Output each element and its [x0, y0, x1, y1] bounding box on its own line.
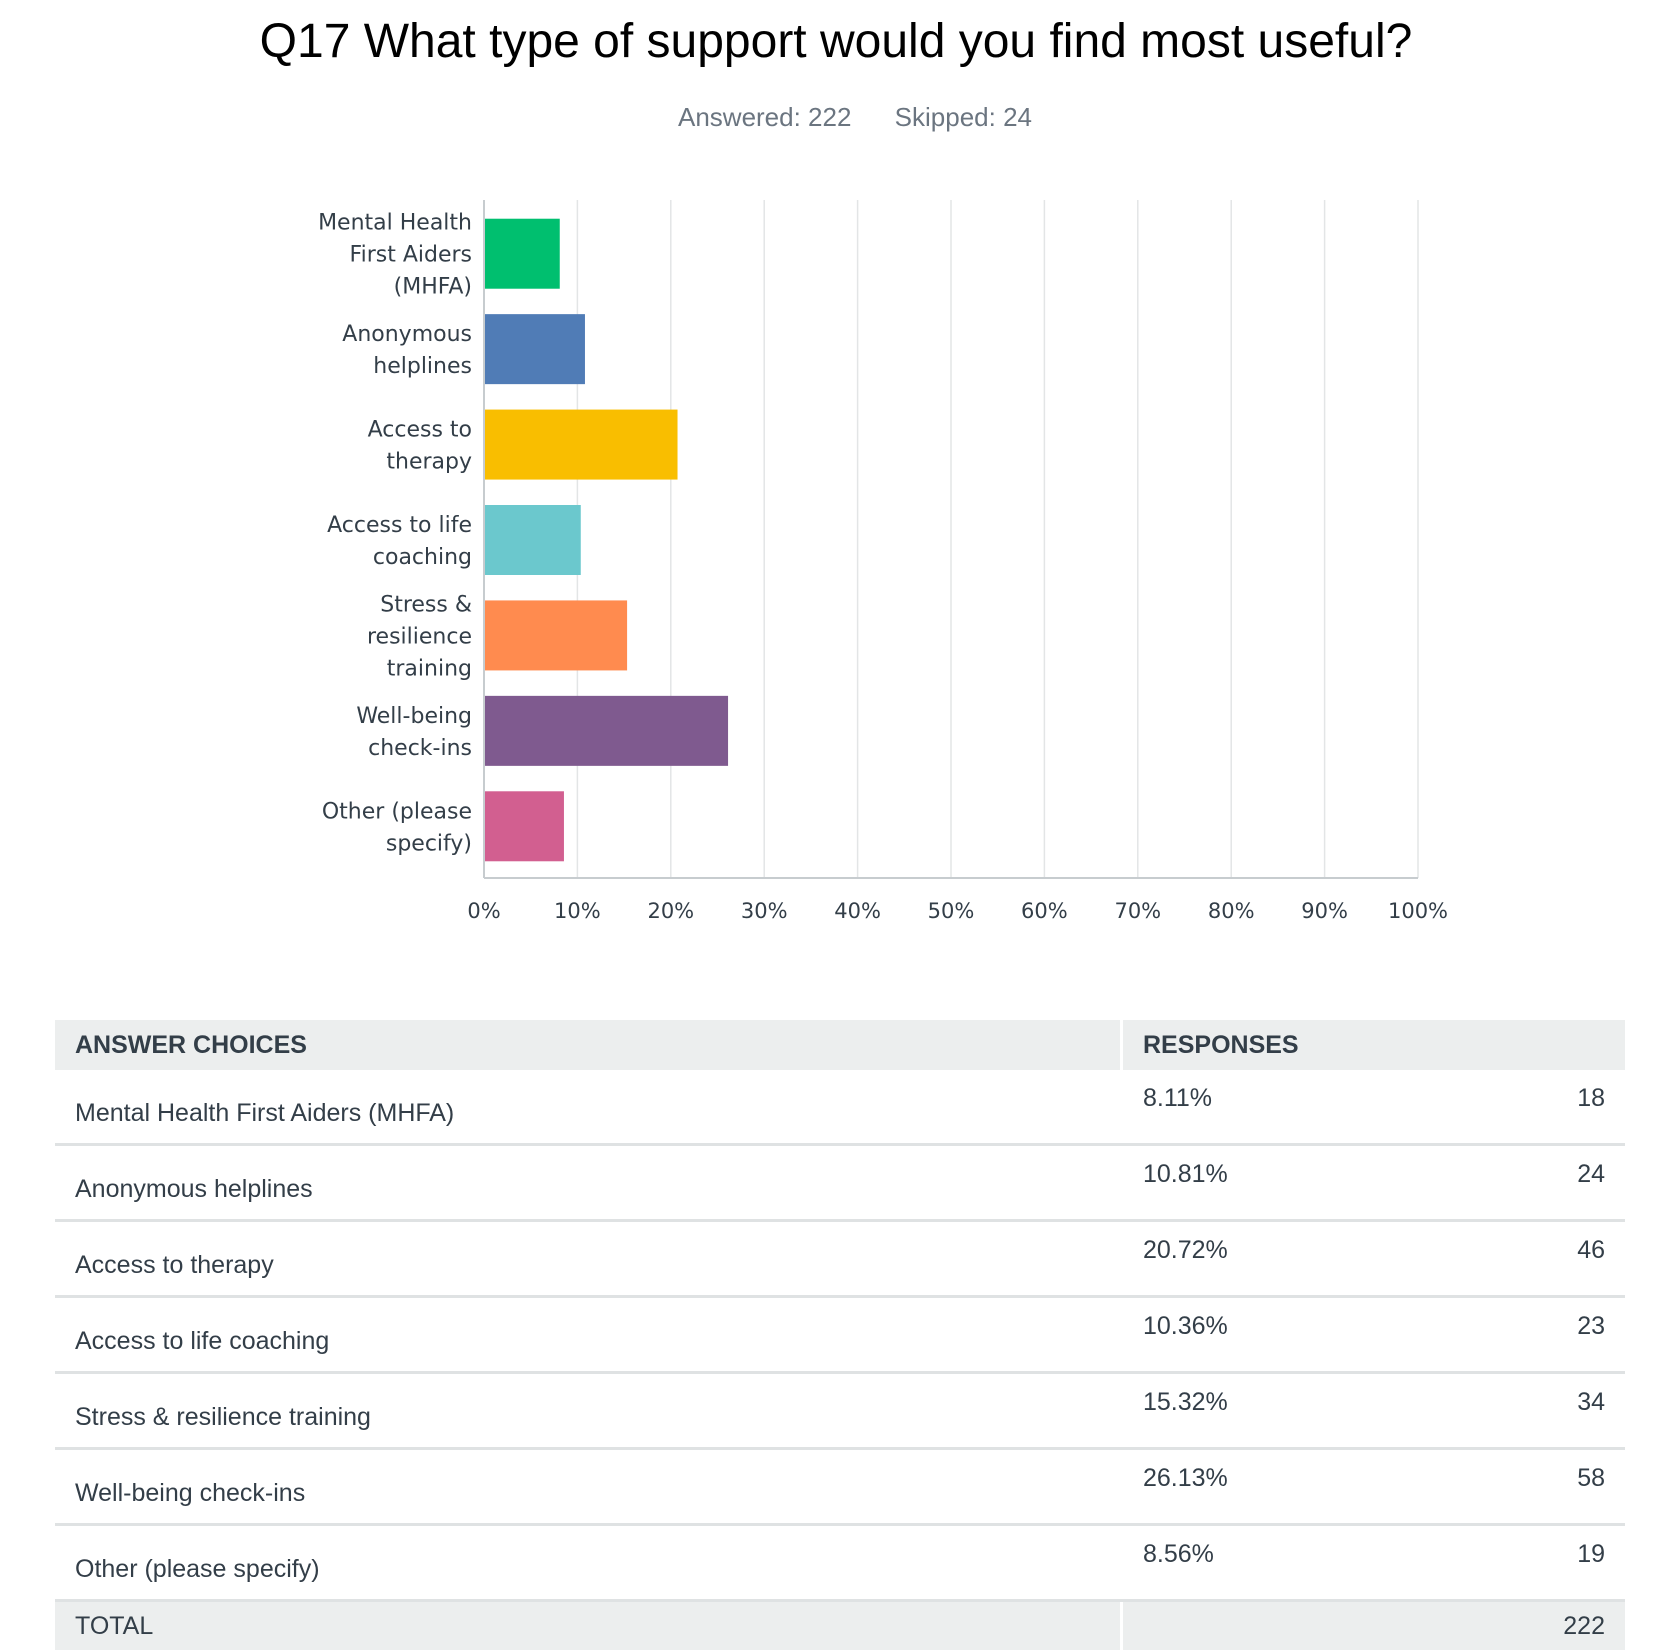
category-label-line: (MHFA): [394, 275, 472, 300]
bar: [485, 791, 564, 861]
category-label: Access to life coaching: [327, 513, 472, 570]
category-label: Anonymous helplines: [342, 322, 472, 379]
category-label-line: Other (please: [322, 799, 472, 824]
x-tick-label: 60%: [1021, 899, 1068, 923]
category-label-line: helplines: [373, 354, 472, 379]
category-label-line: Mental Health: [318, 211, 472, 236]
response-percent-cell: 10.36%: [1122, 1297, 1428, 1373]
total-count: 222: [1427, 1601, 1625, 1650]
response-count-cell: 18: [1427, 1070, 1625, 1145]
response-percent-cell: 20.72%: [1122, 1221, 1428, 1297]
category-label-line: Access to life: [327, 513, 472, 538]
answer-choice-cell: Access to therapy: [55, 1221, 1122, 1297]
response-count-cell: 34: [1427, 1373, 1625, 1449]
results-table: ANSWER CHOICES RESPONSES Mental Health F…: [55, 1020, 1625, 1650]
response-percent-cell: 8.56%: [1122, 1525, 1428, 1601]
table-header-row: ANSWER CHOICES RESPONSES: [55, 1020, 1625, 1070]
response-count-cell: 23: [1427, 1297, 1625, 1373]
x-tick-label: 20%: [647, 899, 694, 923]
category-label-line: Well-being: [356, 704, 472, 729]
answer-choice-cell: Mental Health First Aiders (MHFA): [55, 1070, 1122, 1145]
category-label-line: check-ins: [368, 736, 472, 761]
x-tick-label: 90%: [1301, 899, 1348, 923]
bar: [485, 696, 728, 766]
x-tick-label: 40%: [834, 899, 881, 923]
table-row: Other (please specify)8.56%19: [55, 1525, 1625, 1601]
answered-count: Answered: 222: [678, 102, 851, 133]
question-title: Q17 What type of support would you find …: [0, 14, 1672, 69]
response-count-cell: 19: [1427, 1525, 1625, 1601]
response-percent-cell: 15.32%: [1122, 1373, 1428, 1449]
response-summary: Answered: 222 Skipped: 24: [0, 102, 1672, 133]
x-tick-label: 70%: [1114, 899, 1161, 923]
response-count-cell: 58: [1427, 1449, 1625, 1525]
answer-choices-header: ANSWER CHOICES: [55, 1020, 1122, 1070]
response-count-cell: 24: [1427, 1145, 1625, 1221]
skipped-count: Skipped: 24: [895, 102, 1032, 133]
x-tick-labels: 0% 10% 20% 30% 40% 50% 60% 70% 80% 90% 100%: [467, 899, 1448, 923]
category-label-line: Anonymous: [342, 322, 472, 347]
category-label-line: therapy: [386, 450, 472, 475]
x-tick-label: 10%: [554, 899, 601, 923]
bar: [485, 600, 627, 670]
response-percent-cell: 8.11%: [1122, 1070, 1428, 1145]
category-label-line: resilience: [367, 624, 472, 649]
table-row: Mental Health First Aiders (MHFA)8.11%18: [55, 1070, 1625, 1145]
x-tick-label: 80%: [1208, 899, 1255, 923]
answer-choice-cell: Anonymous helplines: [55, 1145, 1122, 1221]
category-label-line: Access to: [368, 418, 472, 443]
category-labels: Mental Health First Aiders (MHFA) Anonymous…: [318, 211, 472, 857]
grid-lines: [484, 200, 1418, 878]
total-spacer: [1122, 1601, 1428, 1650]
bar: [485, 410, 678, 480]
bar-chart: Mental Health First Aiders (MHFA) Anonymous…: [0, 180, 1672, 940]
category-label-line: Stress &: [380, 592, 472, 617]
category-label-line: coaching: [373, 545, 472, 570]
x-tick-label: 30%: [741, 899, 788, 923]
total-label: TOTAL: [55, 1601, 1122, 1650]
x-tick-label: 100%: [1388, 899, 1448, 923]
response-percent-cell: 10.81%: [1122, 1145, 1428, 1221]
responses-header: RESPONSES: [1122, 1020, 1626, 1070]
bars: [485, 219, 728, 862]
bar: [485, 505, 581, 575]
response-percent-cell: 26.13%: [1122, 1449, 1428, 1525]
category-label: Access to therapy: [368, 418, 472, 475]
x-tick-label: 50%: [928, 899, 975, 923]
answer-choice-cell: Stress & resilience training: [55, 1373, 1122, 1449]
x-tick-label: 0%: [467, 899, 500, 923]
category-label: Other (please specify): [322, 799, 472, 856]
category-label: Well-being check-ins: [356, 704, 472, 761]
category-label-line: training: [387, 656, 472, 681]
category-label-line: First Aiders: [350, 243, 472, 268]
answer-choice-cell: Other (please specify): [55, 1525, 1122, 1601]
total-row: TOTAL 222: [55, 1601, 1625, 1650]
response-count-cell: 46: [1427, 1221, 1625, 1297]
answer-choice-cell: Well-being check-ins: [55, 1449, 1122, 1525]
category-label-line: specify): [386, 831, 472, 856]
bar: [485, 314, 585, 384]
category-label: Mental Health First Aiders (MHFA): [318, 211, 472, 300]
category-label: Stress & resilience training: [367, 592, 472, 681]
answer-choice-cell: Access to life coaching: [55, 1297, 1122, 1373]
bar: [485, 219, 560, 289]
